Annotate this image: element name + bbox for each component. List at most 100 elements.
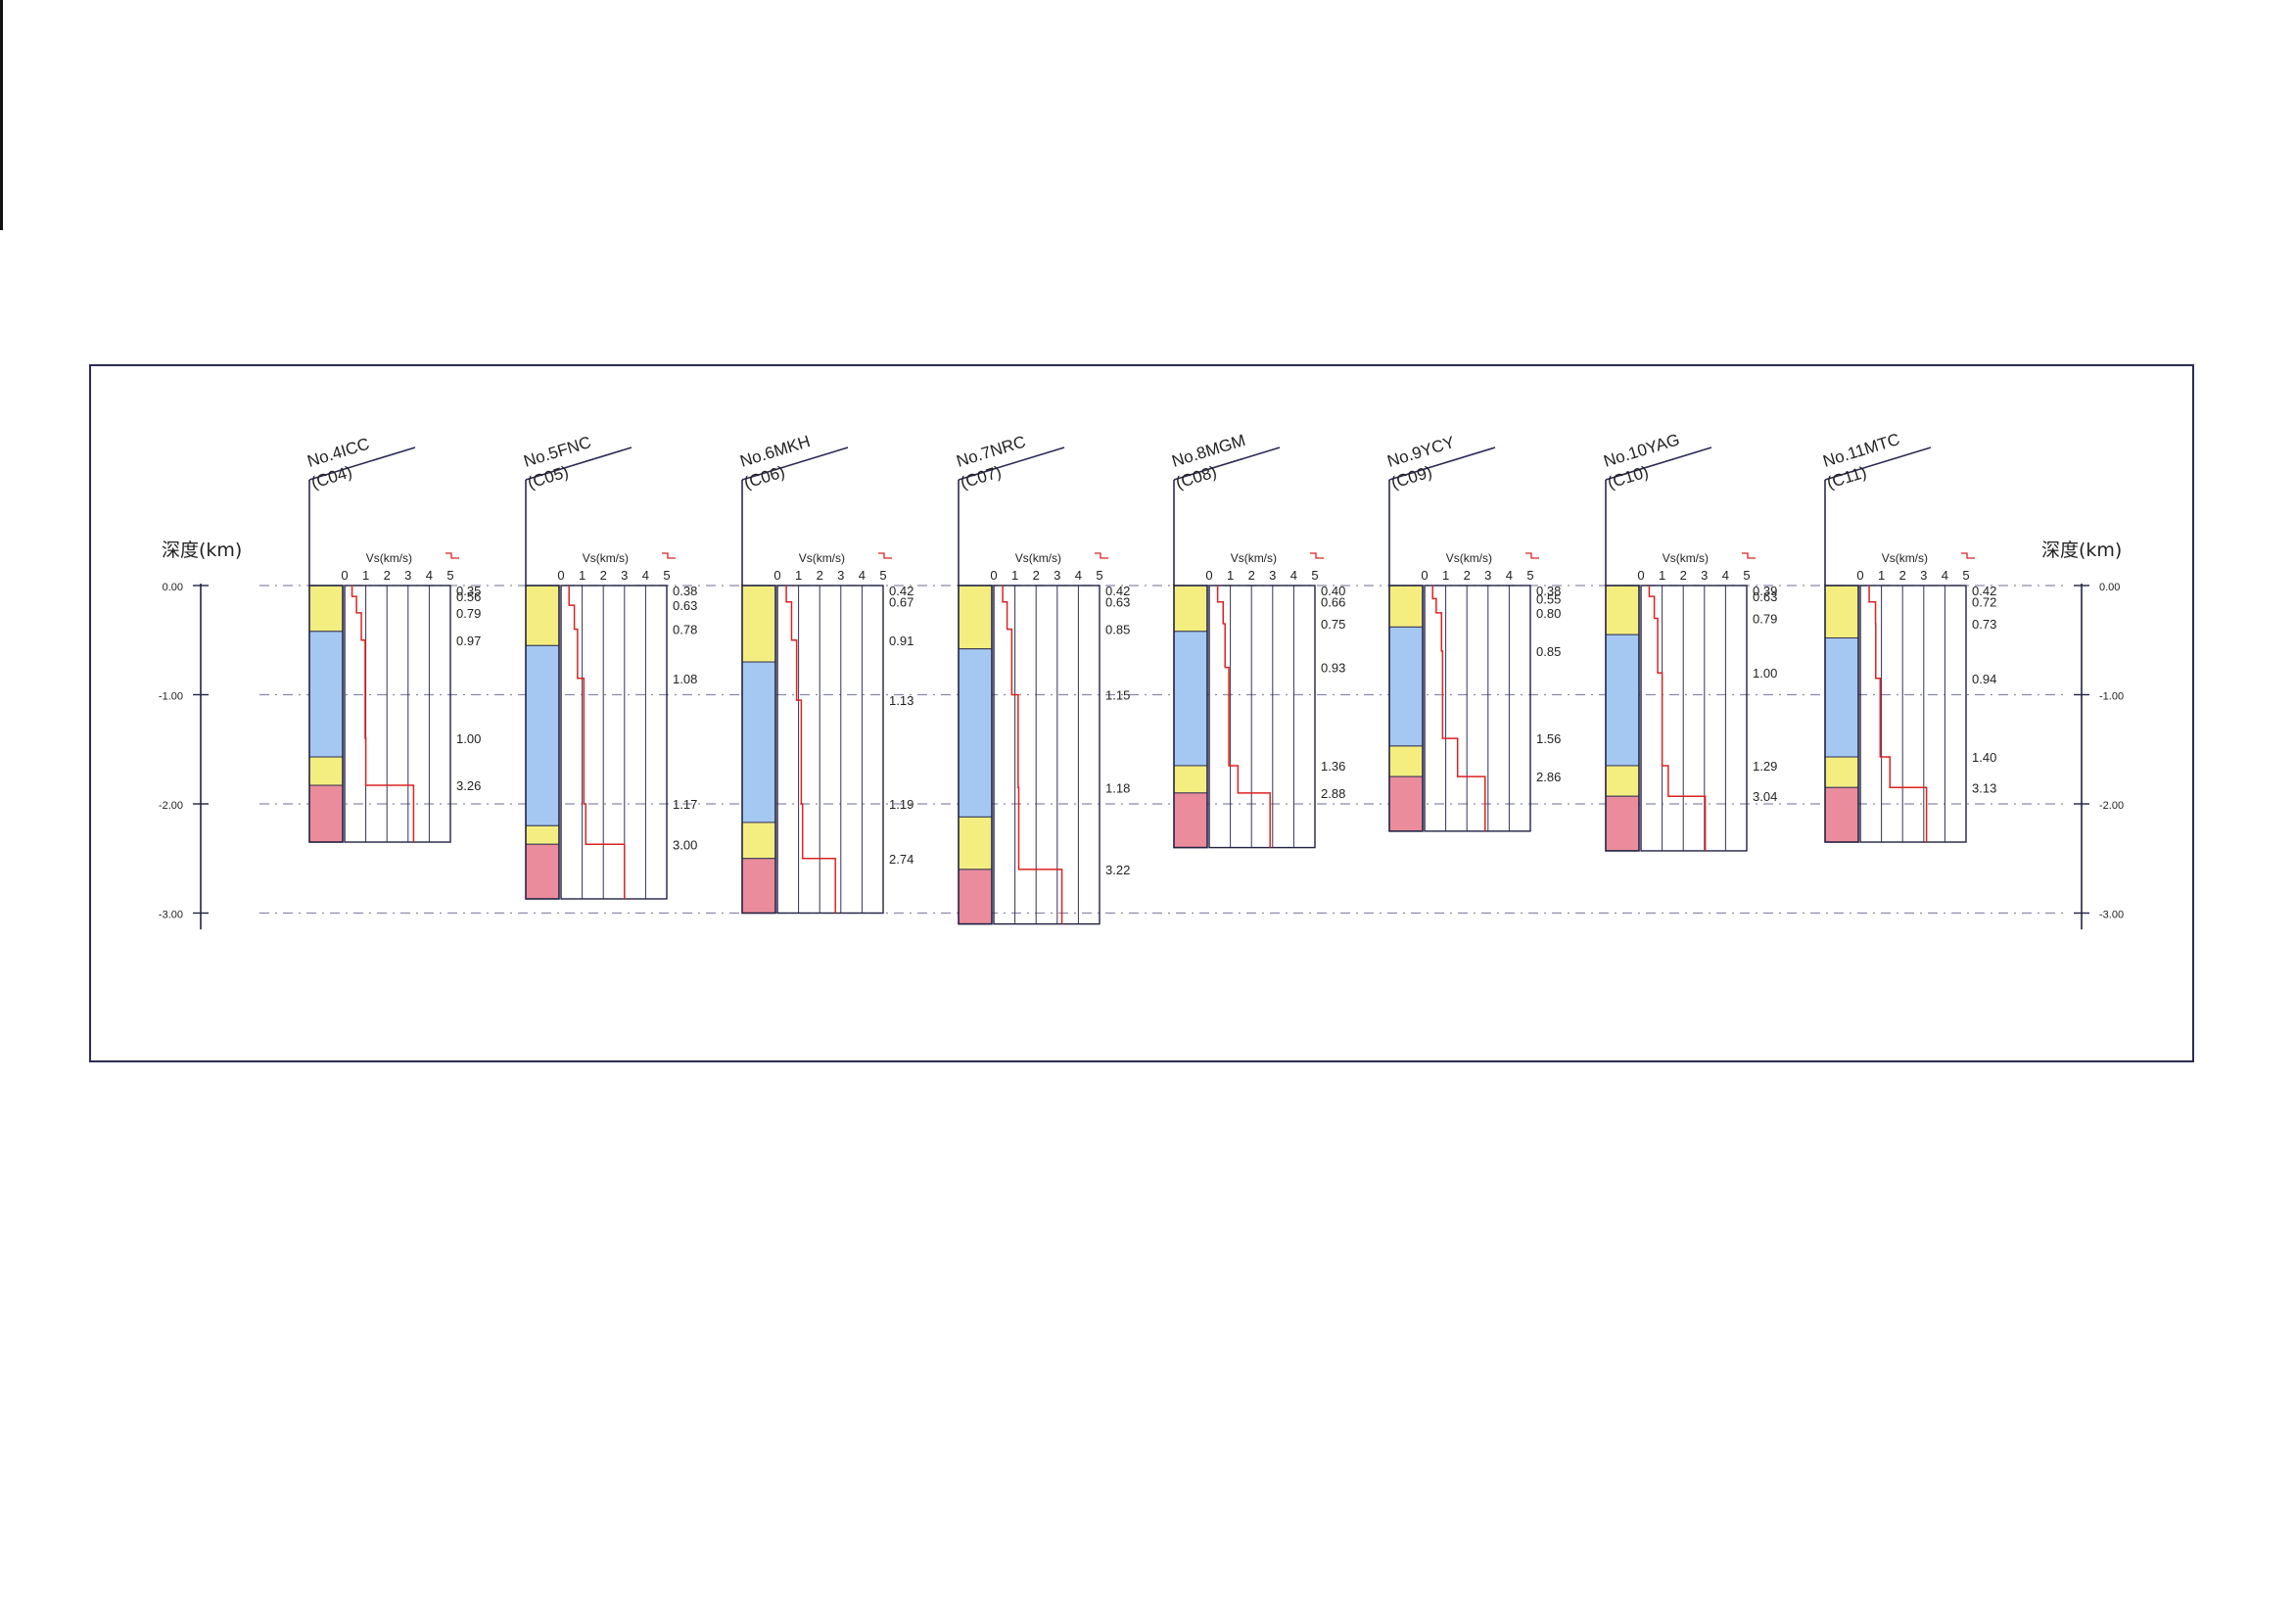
vs-profile-line bbox=[1868, 586, 1928, 843]
geology-layer bbox=[525, 824, 560, 845]
page-edge-mark bbox=[0, 0, 3, 230]
vs-value-label: 1.40 bbox=[1972, 750, 1996, 765]
vs-tick-label: 4 bbox=[1722, 568, 1729, 583]
geology-layer bbox=[1824, 637, 1859, 758]
vs-value-label: 0.42 bbox=[1105, 584, 1130, 598]
vs-tick-label: 0 bbox=[341, 568, 348, 583]
vs-tick-label: 3 bbox=[837, 568, 844, 583]
vs-tick-label: 4 bbox=[642, 568, 649, 583]
geology-column-outline bbox=[308, 585, 344, 843]
geology-layer bbox=[1388, 745, 1424, 777]
vs-value-label: 0.42 bbox=[889, 584, 914, 598]
vs-value-label: 2.86 bbox=[1536, 770, 1561, 784]
geology-layer bbox=[1173, 792, 1208, 849]
geology-layer bbox=[1605, 585, 1640, 635]
vs-value-label: 0.94 bbox=[1972, 672, 1996, 686]
vs-tick-label: 4 bbox=[1942, 568, 1948, 583]
vs-value-label: 1.36 bbox=[1321, 759, 1345, 774]
right-depth-tick-label: -1.00 bbox=[2099, 691, 2124, 703]
vs-axis-title: Vs(km/s) bbox=[799, 551, 845, 565]
vs-legend-icon bbox=[878, 552, 892, 559]
vs-value-label: 0.91 bbox=[889, 634, 914, 648]
vs-panel-outline bbox=[993, 585, 1101, 925]
borehole-header-slant bbox=[741, 446, 849, 481]
vs-value-label: 1.15 bbox=[1105, 688, 1130, 703]
vs-profile-line bbox=[351, 586, 415, 843]
geology-layer bbox=[1824, 756, 1859, 788]
vs-axis-title: Vs(km/s) bbox=[583, 551, 629, 565]
vs-tick-label: 0 bbox=[1205, 568, 1212, 583]
right-depth-axis-title: 深度(km) bbox=[2041, 540, 2122, 561]
left-depth-tick-label: -1.00 bbox=[159, 691, 183, 703]
vs-value-label: 0.40 bbox=[1321, 584, 1345, 598]
vs-tick-label: 1 bbox=[1011, 568, 1018, 583]
geology-layer bbox=[1824, 585, 1859, 639]
borehole-column: No.11MTC(C11)0 1 2 3 4 5Vs(km/s)0.420.720.730… bbox=[1821, 430, 1996, 843]
vs-value-label: 0.79 bbox=[456, 606, 481, 621]
borehole-header-slant bbox=[1605, 446, 1712, 481]
vs-axis-title: Vs(km/s) bbox=[366, 551, 412, 565]
geology-layer bbox=[1388, 626, 1424, 747]
vs-value-label: 0.35 bbox=[456, 584, 481, 598]
vs-tick-label: 2 bbox=[1464, 568, 1471, 583]
vs-value-label: 1.19 bbox=[889, 797, 914, 812]
vs-tick-label: 2 bbox=[1899, 568, 1906, 583]
vs-value-label: 3.04 bbox=[1753, 789, 1777, 804]
diagram-frame bbox=[89, 364, 2194, 1062]
vs-profile-line bbox=[1216, 586, 1271, 848]
vs-axis-title: Vs(km/s) bbox=[1663, 551, 1709, 565]
vs-tick-label: 0 bbox=[990, 568, 997, 583]
vs-tick-label: 2 bbox=[817, 568, 823, 583]
geology-column-outline bbox=[1605, 585, 1640, 852]
vs-panel-outline bbox=[1424, 585, 1531, 832]
vs-panel-outline bbox=[1859, 585, 1967, 843]
vs-value-label: 0.38 bbox=[673, 584, 697, 598]
vs-profile-line bbox=[785, 586, 836, 914]
vs-legend-icon bbox=[1961, 552, 1975, 559]
geology-column-outline bbox=[1173, 585, 1208, 849]
left-depth-axis: 深度(km) 0.00 -1.00 -2.00 -3.00 bbox=[159, 540, 242, 930]
vs-tick-label: 3 bbox=[1054, 568, 1060, 583]
vs-tick-label: 5 bbox=[1962, 568, 1969, 583]
vs-tick-label: 5 bbox=[1096, 568, 1102, 583]
vs-value-label: 0.67 bbox=[889, 595, 914, 610]
vs-tick-label: 0 bbox=[1421, 568, 1428, 583]
borehole-header-slant bbox=[1388, 446, 1496, 481]
geology-layer bbox=[958, 648, 993, 818]
vs-tick-label: 5 bbox=[879, 568, 886, 583]
vs-tick-label: 0 bbox=[557, 568, 564, 583]
geology-layer bbox=[1173, 631, 1208, 767]
vs-tick-label: 0 bbox=[1856, 568, 1863, 583]
borehole-header-slant bbox=[308, 446, 416, 481]
vs-panel-outline bbox=[1208, 585, 1316, 849]
vs-value-label: 0.63 bbox=[1105, 595, 1130, 610]
vs-tick-label: 4 bbox=[1290, 568, 1297, 583]
vs-value-label: 0.97 bbox=[456, 634, 481, 648]
vs-value-label: 0.63 bbox=[673, 598, 697, 613]
vs-value-label: 0.38 bbox=[1536, 584, 1561, 598]
geology-layer bbox=[308, 585, 344, 633]
vs-value-label: 0.39 bbox=[1753, 584, 1777, 598]
vs-value-label: 0.56 bbox=[456, 589, 481, 604]
vs-panel-outline bbox=[776, 585, 884, 915]
geology-column-outline bbox=[1824, 585, 1859, 843]
borehole-column: No.8MGM(C08)0 1 2 3 4 5Vs(km/s)0.400.660.750.… bbox=[1170, 431, 1345, 849]
left-depth-axis-title: 深度(km) bbox=[162, 540, 242, 561]
borehole-column: No.5FNC(C05)0 1 2 3 4 5Vs(km/s)0.380.630.781.… bbox=[522, 433, 697, 900]
vs-value-label: 2.74 bbox=[889, 852, 914, 867]
vs-tick-label: 1 bbox=[579, 568, 586, 583]
geology-layer bbox=[308, 784, 344, 843]
vs-tick-label: 1 bbox=[1659, 568, 1665, 583]
vs-tick-label: 4 bbox=[1506, 568, 1513, 583]
left-depth-tick-label: -3.00 bbox=[159, 910, 183, 921]
vs-value-label: 0.55 bbox=[1536, 591, 1561, 606]
vs-tick-label: 3 bbox=[1484, 568, 1491, 583]
vs-value-label: 1.08 bbox=[673, 672, 697, 686]
vs-value-label: 0.79 bbox=[1753, 611, 1777, 626]
vs-value-label: 0.80 bbox=[1536, 606, 1561, 621]
left-depth-tick-label: 0.00 bbox=[163, 582, 183, 593]
borehole-column: No.6MKH(C06)0 1 2 3 4 5Vs(km/s)0.420.670.911.… bbox=[738, 432, 914, 915]
vs-tick-label: 4 bbox=[426, 568, 433, 583]
vs-value-label: 3.26 bbox=[456, 778, 481, 793]
vs-value-label: 1.00 bbox=[456, 731, 481, 746]
